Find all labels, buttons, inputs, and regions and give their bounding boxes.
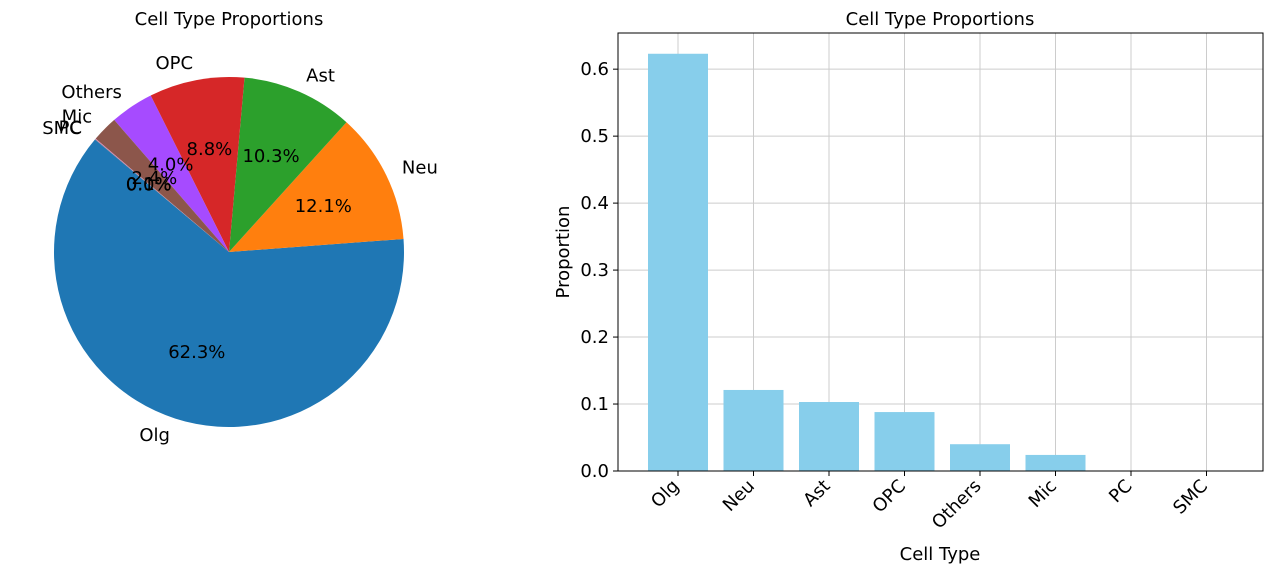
pie-category-label-ast: Ast xyxy=(306,66,335,87)
pie-slice-ast xyxy=(229,77,347,252)
pie-slice-olg xyxy=(54,139,405,428)
bar-xticks: Olg Neu Ast OPC Others Mic PC SMC xyxy=(647,471,1212,533)
bar-xtick-label-others: Others xyxy=(928,476,986,534)
pie-category-label-mic: Mic xyxy=(62,107,92,128)
pie-category-label-others: Others xyxy=(61,82,122,103)
pie-slice-others xyxy=(114,95,229,252)
bar-chart: Cell Type Proportions 0.0 0.1 0.2 0.3 0.4 0.5… xyxy=(553,9,1264,565)
bar-xtick-label-smc: SMC xyxy=(1169,476,1212,519)
pie-slice-neu xyxy=(229,122,404,252)
pie-category-label-pc: PC xyxy=(59,118,82,139)
pie-category-label-smc: SMC xyxy=(42,118,82,139)
pie-pct-labels: 62.3% 12.1% 10.3% 8.8%4.0%2.4%0.1%0.0% xyxy=(126,139,352,363)
bar-ytick-label: 0.3 xyxy=(580,260,609,281)
bar-y-axis-label: Proportion xyxy=(553,206,574,299)
bar-neu xyxy=(723,389,784,471)
bar-grid xyxy=(618,33,1263,472)
pie-pct-label-ast: 10.3% xyxy=(242,146,299,167)
bar-ast xyxy=(799,402,859,471)
bar-bars xyxy=(648,53,1237,471)
pie-pct-label-opc: 8.8% xyxy=(187,139,233,160)
bar-xtick-label-ast: Ast xyxy=(799,476,834,511)
bar-ytick-label: 0.5 xyxy=(580,126,609,147)
bar-yticks: 0.0 0.1 0.2 0.3 0.4 0.5 0.6 xyxy=(580,59,618,482)
pie-category-label-neu: Neu xyxy=(402,157,438,178)
bar-xtick-label-mic: Mic xyxy=(1025,476,1061,512)
pie-pct-label-olg: 62.3% xyxy=(168,342,225,363)
pie-slices xyxy=(54,77,405,428)
pie-category-label-opc: OPC xyxy=(155,53,193,74)
pie-slice-pc xyxy=(95,138,230,252)
pie-pct-label-smc: 0.0% xyxy=(126,174,172,195)
bar-xtick-label-olg: Olg xyxy=(647,476,683,512)
bar-mic xyxy=(1025,454,1086,471)
bar-olg xyxy=(648,53,708,471)
bar-xtick-label-neu: Neu xyxy=(719,476,759,516)
pie-pct-label-neu: 12.1% xyxy=(295,196,352,217)
bar-xtick-label-opc: OPC xyxy=(869,476,910,517)
bar-ytick-label: 0.0 xyxy=(580,461,609,482)
pie-category-label-olg: Olg xyxy=(139,425,170,446)
bar-ytick-label: 0.2 xyxy=(580,327,609,348)
pie-slice-smc xyxy=(94,139,229,252)
pie-chart-title: Cell Type Proportions xyxy=(135,9,324,30)
bar-ytick-label: 0.4 xyxy=(580,193,609,214)
pie-pct-label-others: 4.0% xyxy=(148,155,194,176)
bar-ytick-label: 0.1 xyxy=(580,394,609,415)
pie-chart: Cell Type Proportions 62.3% 12.1% 10.3% 8.8… xyxy=(42,9,438,446)
bar-x-axis-label: Cell Type xyxy=(900,544,981,565)
bar-chart-title: Cell Type Proportions xyxy=(846,9,1035,30)
bar-ytick-label: 0.6 xyxy=(580,59,609,80)
bar-others xyxy=(950,444,1010,471)
pie-pct-label-pc: 0.1% xyxy=(126,174,172,195)
bar-opc xyxy=(874,412,935,471)
bar-xtick-label-pc: PC xyxy=(1105,476,1136,507)
pie-pct-label-mic: 2.4% xyxy=(131,168,177,189)
pie-slice-mic xyxy=(95,119,230,252)
pie-slice-opc xyxy=(150,77,245,252)
bar-plot-frame xyxy=(617,32,1264,472)
